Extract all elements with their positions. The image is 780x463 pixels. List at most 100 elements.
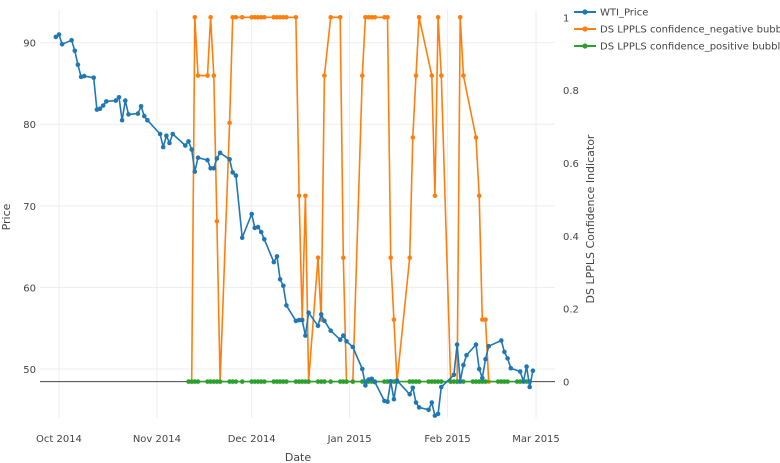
data-point[interactable] xyxy=(192,14,198,20)
data-point[interactable] xyxy=(255,14,261,20)
data-point[interactable] xyxy=(429,73,435,78)
data-point[interactable] xyxy=(262,14,267,20)
data-point[interactable] xyxy=(322,318,327,324)
data-point[interactable] xyxy=(211,166,217,171)
data-point[interactable] xyxy=(258,229,264,235)
data-point[interactable] xyxy=(186,379,191,384)
data-point[interactable] xyxy=(426,379,431,384)
data-point[interactable] xyxy=(372,14,378,20)
data-point[interactable] xyxy=(530,368,536,374)
data-point[interactable] xyxy=(303,379,308,384)
data-point[interactable] xyxy=(239,14,245,20)
data-point[interactable] xyxy=(388,379,394,384)
data-point[interactable] xyxy=(299,317,305,323)
data-point[interactable] xyxy=(388,255,394,260)
data-point[interactable] xyxy=(100,103,106,108)
data-point[interactable] xyxy=(81,73,87,79)
data-point[interactable] xyxy=(252,14,258,20)
data-point[interactable] xyxy=(499,338,504,343)
data-point[interactable] xyxy=(344,339,349,344)
data-point[interactable] xyxy=(69,37,74,43)
data-point[interactable] xyxy=(407,255,413,260)
data-point[interactable] xyxy=(451,379,457,384)
data-point[interactable] xyxy=(328,14,334,20)
data-point[interactable] xyxy=(457,14,463,20)
data-point[interactable] xyxy=(416,14,422,20)
data-point[interactable] xyxy=(183,143,188,148)
data-point[interactable] xyxy=(410,379,416,384)
data-point[interactable] xyxy=(394,378,400,383)
data-point[interactable] xyxy=(344,379,349,384)
data-point[interactable] xyxy=(363,14,368,20)
data-point[interactable] xyxy=(56,32,62,37)
data-point[interactable] xyxy=(293,14,299,20)
legend[interactable]: WTI_Price DS LPPLS confidence_negative bu… xyxy=(574,8,780,53)
data-point[interactable] xyxy=(521,379,526,384)
data-point[interactable] xyxy=(337,337,343,343)
data-point[interactable] xyxy=(432,379,438,384)
data-point[interactable] xyxy=(211,73,217,78)
data-point[interactable] xyxy=(476,193,482,199)
data-point[interactable] xyxy=(299,379,305,384)
data-point[interactable] xyxy=(461,73,466,78)
data-point[interactable] xyxy=(252,379,258,384)
data-point[interactable] xyxy=(435,379,441,384)
data-point[interactable] xyxy=(233,379,239,384)
data-point[interactable] xyxy=(277,379,283,384)
data-point[interactable] xyxy=(205,157,210,163)
data-point[interactable] xyxy=(322,73,327,78)
data-point[interactable] xyxy=(476,366,482,372)
data-point[interactable] xyxy=(227,120,232,126)
data-point[interactable] xyxy=(451,372,457,378)
data-point[interactable] xyxy=(517,369,523,374)
data-point[interactable] xyxy=(360,73,365,78)
data-point[interactable] xyxy=(157,131,163,137)
data-point[interactable] xyxy=(123,98,128,103)
data-point[interactable] xyxy=(413,73,419,78)
data-point[interactable] xyxy=(119,117,125,123)
data-point[interactable] xyxy=(473,342,479,347)
data-point[interactable] xyxy=(205,73,210,78)
data-point[interactable] xyxy=(271,259,277,265)
data-point[interactable] xyxy=(271,379,277,384)
data-point[interactable] xyxy=(369,14,375,20)
data-point[interactable] xyxy=(480,375,485,381)
data-point[interactable] xyxy=(369,376,375,382)
data-point[interactable] xyxy=(138,104,144,109)
data-point[interactable] xyxy=(284,14,289,20)
data-point[interactable] xyxy=(350,344,356,350)
data-point[interactable] xyxy=(341,333,346,338)
data-point[interactable] xyxy=(416,379,422,384)
data-point[interactable] xyxy=(432,193,438,199)
data-point[interactable] xyxy=(262,237,267,242)
data-point[interactable] xyxy=(274,254,280,259)
data-point[interactable] xyxy=(502,379,507,384)
data-point[interactable] xyxy=(255,379,261,384)
data-point[interactable] xyxy=(385,399,390,405)
data-point[interactable] xyxy=(293,379,299,384)
data-point[interactable] xyxy=(195,379,201,384)
data-point[interactable] xyxy=(104,99,109,104)
data-point[interactable] xyxy=(195,73,201,78)
data-point[interactable] xyxy=(75,62,81,67)
data-point[interactable] xyxy=(473,135,479,140)
data-point[interactable] xyxy=(524,364,529,369)
data-point[interactable] xyxy=(464,352,469,358)
data-point[interactable] xyxy=(59,42,65,47)
data-point[interactable] xyxy=(233,173,239,178)
data-point[interactable] xyxy=(72,48,78,54)
data-point[interactable] xyxy=(315,255,321,260)
legend-item[interactable]: WTI_Price xyxy=(574,8,648,19)
data-point[interactable] xyxy=(360,366,365,372)
data-point[interactable] xyxy=(249,211,254,217)
data-point[interactable] xyxy=(306,310,311,316)
data-point[interactable] xyxy=(341,255,346,260)
data-point[interactable] xyxy=(483,317,488,322)
data-point[interactable] xyxy=(454,342,460,347)
data-point[interactable] xyxy=(328,328,334,334)
data-point[interactable] xyxy=(233,14,239,20)
legend-item[interactable]: DS LPPLS confidence_negative bubbles xyxy=(574,25,780,36)
data-point[interactable] xyxy=(230,14,235,20)
data-point[interactable] xyxy=(318,312,324,317)
data-point[interactable] xyxy=(483,379,488,384)
